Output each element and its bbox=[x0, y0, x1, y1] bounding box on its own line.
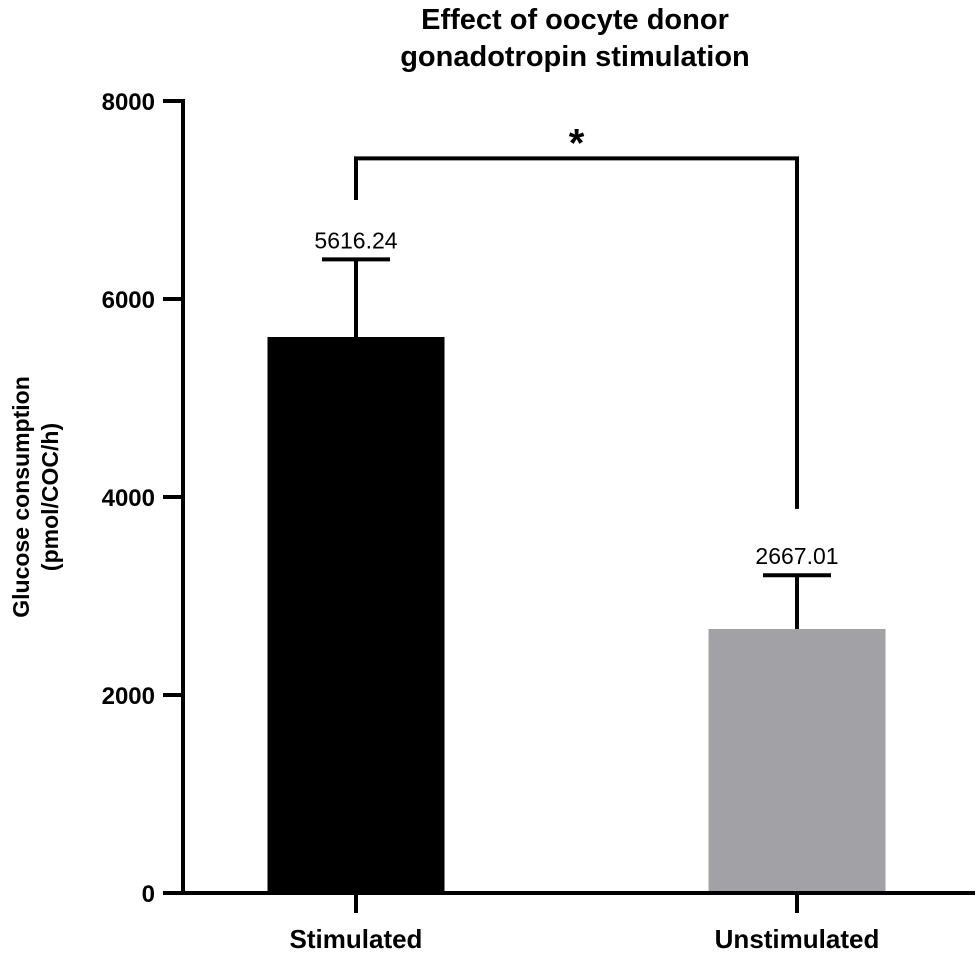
x-tick-label: Stimulated bbox=[290, 924, 423, 954]
y-tick-label: 2000 bbox=[102, 683, 155, 710]
y-axis-label-line-1: Glucose consumption bbox=[8, 376, 34, 618]
significance-bracket: * bbox=[354, 121, 799, 509]
chart-title-line-1: Effect of oocyte donor bbox=[421, 4, 729, 36]
x-axis: Stimulated Unstimulated bbox=[181, 891, 975, 954]
y-axis-label-line-2: (pmol/COC/h) bbox=[37, 423, 63, 571]
y-tick-label: 4000 bbox=[102, 485, 155, 512]
chart-title: Effect of oocyte donor gonadotropin stim… bbox=[400, 4, 750, 73]
bars bbox=[267, 336, 886, 893]
data-label: 5616.24 bbox=[314, 227, 397, 253]
chart-title-line-2: gonadotropin stimulation bbox=[400, 41, 750, 73]
y-axis-label: Glucose consumption (pmol/COC/h) bbox=[8, 376, 63, 618]
y-tick-label: 6000 bbox=[102, 287, 155, 314]
y-tick-label: 0 bbox=[142, 881, 155, 908]
significance-marker: * bbox=[569, 121, 585, 165]
significance-bracket-line bbox=[354, 156, 799, 509]
error-bars bbox=[322, 257, 831, 629]
bar-unstimulated bbox=[708, 628, 886, 893]
data-label: 2667.01 bbox=[755, 543, 838, 569]
data-labels: 5616.24 2667.01 bbox=[314, 227, 838, 569]
bar-stimulated bbox=[267, 336, 445, 893]
y-tick-label: 8000 bbox=[102, 89, 155, 116]
y-axis: 0 2000 4000 6000 8000 bbox=[102, 89, 185, 908]
x-tick-label: Unstimulated bbox=[715, 924, 880, 954]
